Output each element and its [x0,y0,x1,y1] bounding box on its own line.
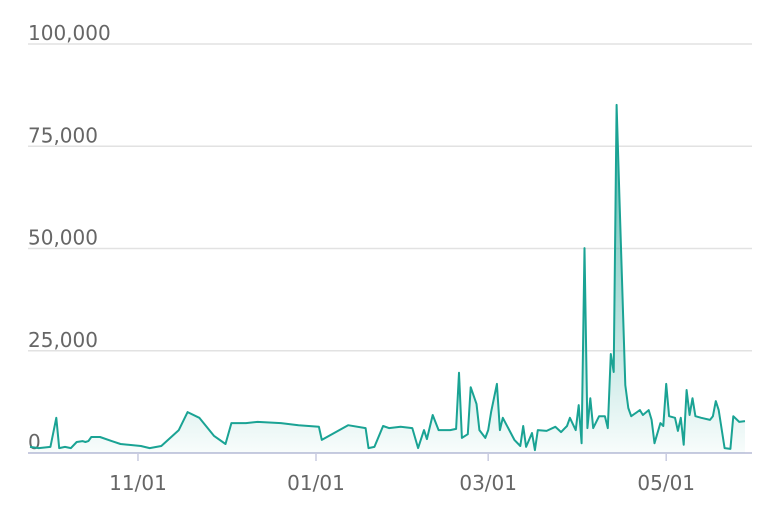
x-tick-label: 01/01 [287,471,345,495]
y-tick-label: 75,000 [28,123,98,147]
x-tick-label: 11/01 [109,471,167,495]
y-tick-label: 100,000 [28,21,111,45]
y-tick-label: 25,000 [28,328,98,352]
y-tick-label: 50,000 [28,226,98,250]
x-tick-label: 03/01 [459,471,517,495]
line [29,103,746,452]
x-tick-label: 05/01 [637,471,695,495]
area [30,104,745,454]
